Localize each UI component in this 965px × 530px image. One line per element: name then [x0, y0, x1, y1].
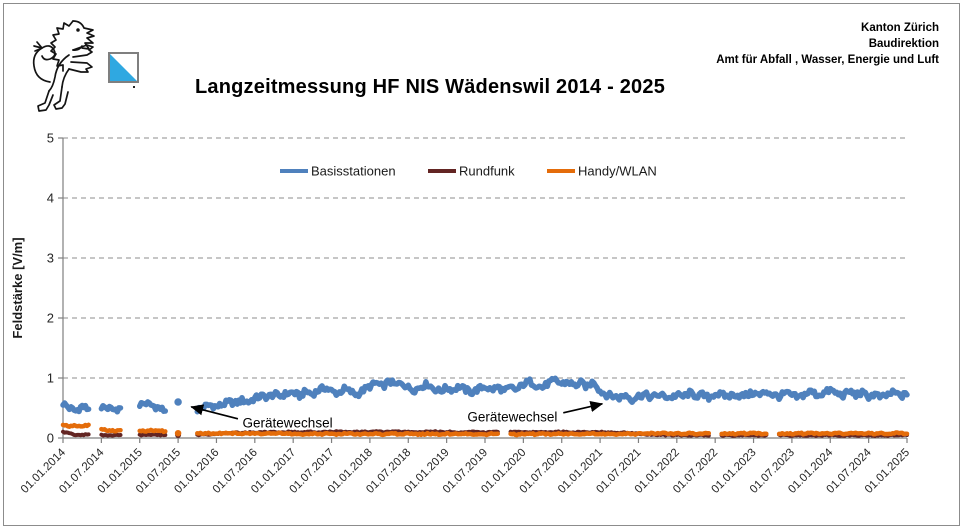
series-handy-wlan-point: [174, 429, 182, 437]
annotation-text-1: Gerätewechsel: [243, 416, 333, 431]
series-basisstationen: [136, 399, 169, 414]
series-handy-wlan: [99, 426, 123, 434]
series-basisstationen: [194, 375, 910, 415]
logo-dot: [133, 86, 135, 88]
series-handy-wlan: [508, 430, 712, 438]
chart-plot-area: 01234501.01.201401.07.201401.01.201501.0…: [10, 131, 912, 496]
series-handy-wlan: [776, 430, 910, 437]
figure-border: [3, 3, 960, 526]
series-basisstationen: [98, 402, 124, 415]
org-line-direktion: Baudirektion: [868, 38, 939, 50]
y-tick-label: 3: [47, 251, 54, 266]
y-tick-label: 1: [47, 371, 54, 386]
zurich-flag-icon: [108, 52, 139, 83]
series-handy-wlan: [137, 427, 168, 435]
legend-label-basisstationen: Basisstationen: [311, 164, 396, 179]
header-organisation: Kanton Zürich Baudirektion Amt für Abfal…: [716, 20, 939, 68]
series-basisstationen-point: [174, 398, 182, 406]
y-tick-label: 4: [47, 191, 54, 206]
y-tick-label: 0: [47, 431, 54, 446]
series-handy-wlan: [719, 430, 769, 437]
annotation-arrow-1: [190, 404, 239, 420]
lion-logo-icon: [32, 20, 95, 112]
series-handy-wlan: [195, 430, 501, 438]
org-line-canton: Kanton Zürich: [861, 22, 939, 34]
y-axis-title: Feldstärke [V/m]: [10, 237, 25, 338]
y-tick-label: 5: [47, 131, 54, 146]
org-line-amt: Amt für Abfall , Wasser, Energie und Luf…: [716, 54, 939, 66]
series-handy-wlan: [60, 422, 91, 429]
annotation-arrow-2: [563, 401, 604, 414]
series-basisstationen: [60, 400, 92, 415]
chart-title: Langzeitmessung HF NIS Wädenswil 2014 - …: [194, 76, 666, 98]
legend-label-handy-wlan: Handy/WLAN: [578, 164, 657, 179]
annotation-text-2: Gerätewechsel: [467, 410, 557, 425]
series-rundfunk: [61, 429, 91, 438]
y-tick-label: 2: [47, 311, 54, 326]
series-rundfunk: [137, 432, 168, 438]
legend-label-rundfunk: Rundfunk: [459, 164, 515, 179]
series-rundfunk: [99, 432, 123, 438]
